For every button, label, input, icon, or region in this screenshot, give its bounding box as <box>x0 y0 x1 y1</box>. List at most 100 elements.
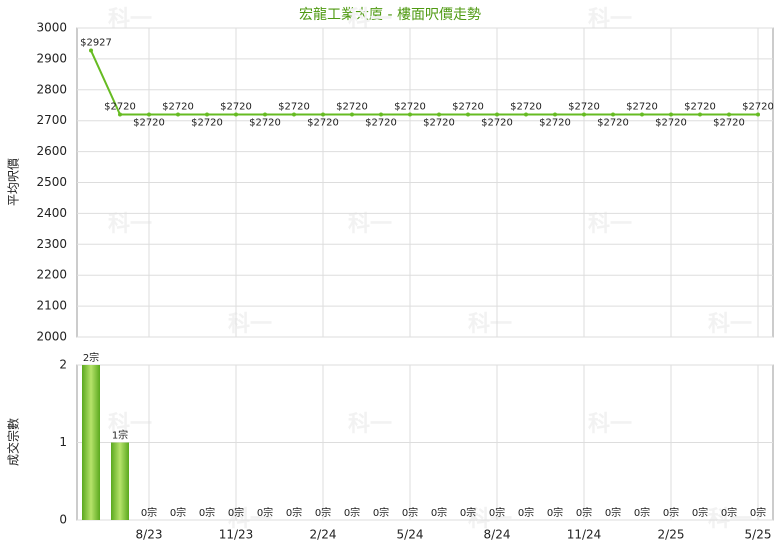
point <box>582 112 586 117</box>
y-tick-label: 0 <box>59 513 67 527</box>
line <box>90 50 758 116</box>
y-axis-label: 平均呎價 <box>7 158 21 206</box>
x-tick-label: 11/23 <box>219 528 254 542</box>
point <box>321 112 325 117</box>
data-label: 0宗 <box>431 506 447 519</box>
data-label: $2720 <box>597 118 629 129</box>
y-tick-label: 2500 <box>36 175 67 189</box>
data-label: $2720 <box>133 118 165 129</box>
x-tick-label: 2/25 <box>658 528 685 542</box>
point <box>466 112 470 117</box>
data-label: 0宗 <box>199 506 215 519</box>
data-label: 0宗 <box>315 506 331 519</box>
data-label: $2720 <box>568 102 600 113</box>
watermark: 科一 <box>468 312 512 337</box>
watermark: 科一 <box>708 312 752 337</box>
point <box>292 112 296 117</box>
data-label: 0宗 <box>547 506 563 519</box>
data-label: $2720 <box>481 118 513 129</box>
data-label: $2720 <box>249 118 281 129</box>
x-tick-label: 5/25 <box>745 528 772 542</box>
y-tick-label: 2400 <box>36 206 67 220</box>
data-label: $2720 <box>713 118 745 129</box>
data-label: $2720 <box>191 118 223 129</box>
data-label: 0宗 <box>141 506 157 519</box>
data-label: $2720 <box>452 102 484 113</box>
data-label: $2720 <box>336 102 368 113</box>
data-label: 0宗 <box>576 506 592 519</box>
y-tick-label: 2700 <box>36 113 67 127</box>
y-tick-label: 2300 <box>36 237 67 251</box>
chart-title: 宏龍工業大廈 - 樓面呎價走勢 <box>299 6 481 23</box>
data-label: 0宗 <box>489 506 505 519</box>
point <box>669 112 673 117</box>
y-tick-label: 2600 <box>36 144 67 158</box>
data-label: $2720 <box>162 102 194 113</box>
x-tick-label: 11/24 <box>567 528 602 542</box>
point <box>437 112 441 117</box>
data-label: $2720 <box>220 102 252 113</box>
x-tick-label: 5/24 <box>397 528 424 542</box>
y-tick-label: 2800 <box>36 82 67 96</box>
data-label: $2720 <box>655 118 687 129</box>
data-label: $2720 <box>626 102 658 113</box>
x-tick-label: 8/23 <box>136 528 163 542</box>
bar <box>82 365 100 520</box>
y-tick-label: 2000 <box>36 330 67 344</box>
data-label: 0宗 <box>257 506 273 519</box>
point <box>524 112 528 117</box>
y-tick-label: 2200 <box>36 268 67 282</box>
data-label: 0宗 <box>634 506 650 519</box>
point <box>379 112 383 117</box>
point <box>727 112 731 117</box>
data-label: 0宗 <box>750 506 766 519</box>
point <box>756 112 760 117</box>
data-label: $2720 <box>423 118 455 129</box>
data-label: $2720 <box>742 102 774 113</box>
data-label: $2720 <box>539 118 571 129</box>
point <box>263 112 267 117</box>
watermark: 科一 <box>588 412 632 437</box>
point <box>118 112 122 117</box>
point <box>640 112 644 117</box>
data-label: $2720 <box>365 118 397 129</box>
data-label: 1宗 <box>112 429 128 442</box>
data-label: 0宗 <box>721 506 737 519</box>
data-label: 0宗 <box>286 506 302 519</box>
point <box>176 112 180 117</box>
data-label: $2720 <box>510 102 542 113</box>
data-label: $2720 <box>684 102 716 113</box>
watermark: 科一 <box>228 312 272 337</box>
data-label: $2927 <box>80 38 112 49</box>
data-label: 2宗 <box>83 351 99 364</box>
data-label: 0宗 <box>402 506 418 519</box>
point <box>408 112 412 117</box>
y-tick-label: 3000 <box>36 21 67 35</box>
x-tick-label: 8/24 <box>484 528 511 542</box>
point <box>553 112 557 117</box>
data-label: $2720 <box>104 102 136 113</box>
point <box>698 112 702 117</box>
y-tick-label: 2 <box>59 358 67 372</box>
point <box>495 112 499 117</box>
data-label: 0宗 <box>692 506 708 519</box>
data-label: 0宗 <box>605 506 621 519</box>
data-label: 0宗 <box>460 506 476 519</box>
data-label: 0宗 <box>228 506 244 519</box>
watermark: 科一 <box>348 212 392 237</box>
y-tick-label: 1 <box>59 435 67 449</box>
point <box>234 112 238 117</box>
point <box>205 112 209 117</box>
y-tick-label: 2100 <box>36 299 67 313</box>
watermark: 科一 <box>348 412 392 437</box>
point <box>611 112 615 117</box>
watermark: 科一 <box>588 212 632 237</box>
data-label: 0宗 <box>170 506 186 519</box>
data-label: 0宗 <box>663 506 679 519</box>
data-label: 0宗 <box>518 506 534 519</box>
point <box>89 48 93 53</box>
point <box>350 112 354 117</box>
watermark: 科一 <box>108 412 152 437</box>
point <box>147 112 151 117</box>
